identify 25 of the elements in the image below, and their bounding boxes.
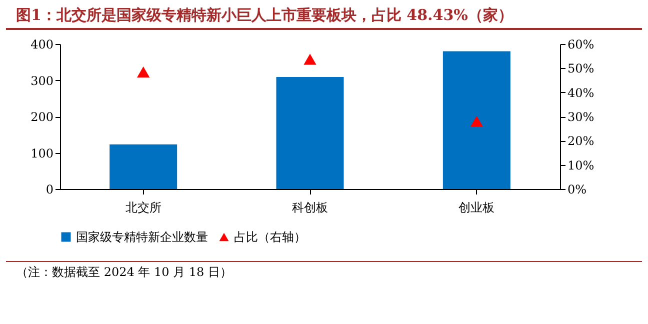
legend-label: 占比（右轴）: [234, 230, 306, 244]
point: [470, 116, 483, 127]
y2-tick-label: 50%: [568, 62, 594, 76]
x-tick-label: 北交所: [125, 200, 162, 214]
chart-title: 图1：北交所是国家级专精特新小巨人上市重要板块，占比 48.43%（家）: [6, 0, 642, 30]
y-tick-label: 200: [30, 110, 54, 124]
y-tick-label: 0: [46, 182, 54, 196]
x-tick-label: 科创板: [292, 200, 328, 214]
x-tick-label: 创业板: [458, 200, 495, 214]
y-tick-label: 400: [30, 38, 54, 52]
y-tick-label: 300: [30, 74, 54, 88]
bar: [110, 144, 178, 189]
point: [137, 66, 150, 78]
y2-tick-label: 30%: [568, 110, 594, 124]
y2-tick-label: 60%: [568, 38, 594, 52]
y-tick-label: 100: [30, 146, 54, 160]
text: （注：数据截至 2024 年 10 月 18 日）: [6, 261, 642, 283]
bar: [442, 51, 510, 189]
y2-tick-label: 40%: [568, 86, 594, 100]
y2-tick-label: 20%: [568, 134, 594, 148]
bar: [276, 76, 344, 189]
y2-tick-label: 10%: [568, 158, 594, 172]
y2-tick-label: 0%: [568, 182, 587, 196]
legend-label: 国家级专精特新企业数量: [76, 230, 208, 244]
point: [304, 54, 316, 65]
